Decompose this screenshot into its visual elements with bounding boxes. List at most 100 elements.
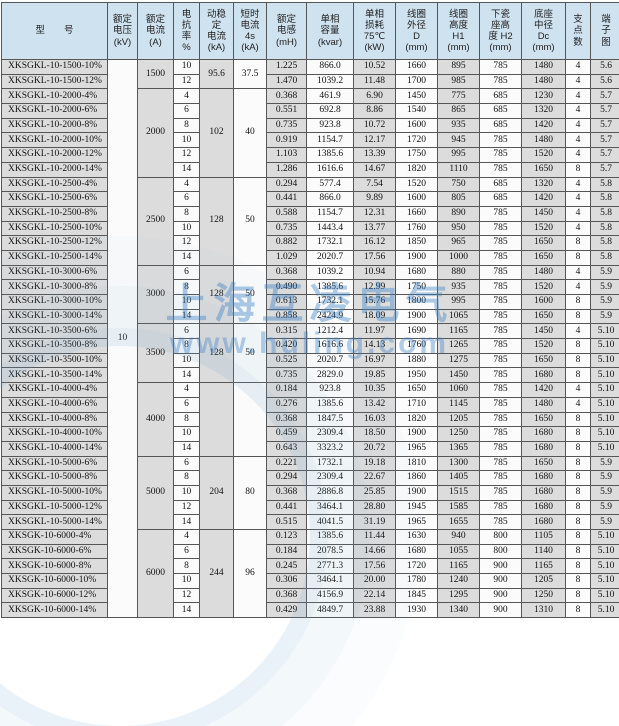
cell-capacity: 2020.7	[307, 250, 354, 265]
cell-supports: 4	[566, 221, 591, 236]
cell-reactance: 10	[174, 427, 200, 442]
cell-coil-od: 1845	[396, 588, 438, 603]
cell-base-dc: 1600	[522, 295, 566, 310]
cell-coil-od: 1945	[396, 500, 438, 515]
cell-coil-od: 1660	[396, 206, 438, 221]
cell-porcelain-h2: 785	[480, 471, 522, 486]
cell-porcelain-h2: 785	[480, 309, 522, 324]
cell-reactance: 10	[174, 133, 200, 148]
column-header-dynamic-current: 动稳定电流(kA)	[200, 3, 234, 60]
cell-inductance: 0.221	[267, 456, 307, 471]
cell-loss: 22.67	[354, 471, 396, 486]
cell-reactance: 8	[174, 118, 200, 133]
cell-supports: 4	[566, 60, 591, 75]
cell-reactance: 12	[174, 148, 200, 163]
cell-reactance: 6	[174, 192, 200, 207]
cell-coil-od: 1720	[396, 559, 438, 574]
cell-porcelain-h2: 785	[480, 368, 522, 383]
cell-model: XKSGKL-10-2500-6%	[2, 192, 108, 207]
cell-terminal-diagram: 5.9	[591, 515, 619, 530]
cell-base-dc: 1650	[522, 236, 566, 251]
cell-terminal-diagram: 5.7	[591, 118, 619, 133]
cell-short-time-current: 50	[234, 265, 267, 324]
cell-porcelain-h2: 785	[480, 148, 522, 163]
cell-voltage: 10	[108, 60, 138, 618]
cell-terminal-diagram: 5.6	[591, 60, 619, 75]
cell-terminal-diagram: 5.10	[591, 603, 619, 618]
cell-coil-h1: 995	[438, 148, 480, 163]
cell-reactance: 14	[174, 309, 200, 324]
cell-base-dc: 1650	[522, 250, 566, 265]
cell-coil-od: 1600	[396, 118, 438, 133]
cell-coil-h1: 995	[438, 295, 480, 310]
cell-reactance: 6	[174, 456, 200, 471]
cell-coil-h1: 965	[438, 236, 480, 251]
cell-terminal-diagram: 5.9	[591, 485, 619, 500]
cell-capacity: 3464.1	[307, 500, 354, 515]
cell-base-dc: 1165	[522, 559, 566, 574]
cell-coil-h1: 950	[438, 221, 480, 236]
cell-terminal-diagram: 5.10	[591, 397, 619, 412]
cell-base-dc: 1680	[522, 368, 566, 383]
cell-supports: 8	[566, 295, 591, 310]
cell-reactance: 12	[174, 236, 200, 251]
cell-capacity: 923.8	[307, 118, 354, 133]
cell-base-dc: 1480	[522, 133, 566, 148]
cell-supports: 4	[566, 89, 591, 104]
cell-terminal-diagram: 5.8	[591, 192, 619, 207]
cell-loss: 22.14	[354, 588, 396, 603]
cell-coil-h1: 890	[438, 206, 480, 221]
cell-porcelain-h2: 785	[480, 60, 522, 75]
cell-base-dc: 1480	[522, 60, 566, 75]
cell-porcelain-h2: 785	[480, 236, 522, 251]
cell-reactance: 8	[174, 412, 200, 427]
cell-coil-od: 1750	[396, 148, 438, 163]
cell-short-time-current: 96	[234, 530, 267, 618]
cell-capacity: 1385.6	[307, 530, 354, 545]
cell-reactance: 14	[174, 515, 200, 530]
cell-porcelain-h2: 785	[480, 324, 522, 339]
cell-porcelain-h2: 785	[480, 441, 522, 456]
cell-base-dc: 1480	[522, 265, 566, 280]
cell-reactance: 10	[174, 60, 200, 75]
cell-capacity: 1154.7	[307, 206, 354, 221]
cell-base-dc: 1680	[522, 485, 566, 500]
cell-coil-od: 1950	[396, 368, 438, 383]
cell-loss: 13.77	[354, 221, 396, 236]
cell-model: XKSGKL-10-5000-6%	[2, 456, 108, 471]
cell-capacity: 4041.5	[307, 515, 354, 530]
cell-reactance: 6	[174, 265, 200, 280]
cell-inductance: 0.368	[267, 89, 307, 104]
cell-coil-h1: 1060	[438, 383, 480, 398]
cell-capacity: 2309.4	[307, 427, 354, 442]
cell-terminal-diagram: 5.10	[591, 353, 619, 368]
cell-capacity: 1616.6	[307, 339, 354, 354]
cell-capacity: 1039.2	[307, 265, 354, 280]
cell-supports: 4	[566, 133, 591, 148]
cell-coil-h1: 1055	[438, 544, 480, 559]
cell-coil-od: 1700	[396, 74, 438, 89]
column-header-rated-current: 额定电流(A)	[138, 3, 174, 60]
cell-supports: 8	[566, 471, 591, 486]
cell-coil-h1: 1145	[438, 397, 480, 412]
cell-model: XKSGKL-10-2500-4%	[2, 177, 108, 192]
cell-inductance: 0.441	[267, 192, 307, 207]
cell-capacity: 923.8	[307, 383, 354, 398]
cell-capacity: 1616.6	[307, 162, 354, 177]
cell-coil-od: 1450	[396, 89, 438, 104]
cell-supports: 8	[566, 368, 591, 383]
cell-reactance: 6	[174, 397, 200, 412]
cell-terminal-diagram: 5.8	[591, 206, 619, 221]
cell-loss: 12.31	[354, 206, 396, 221]
cell-porcelain-h2: 785	[480, 383, 522, 398]
cell-porcelain-h2: 800	[480, 544, 522, 559]
cell-terminal-diagram: 5.10	[591, 574, 619, 589]
cell-coil-od: 1900	[396, 427, 438, 442]
cell-reactance: 4	[174, 530, 200, 545]
